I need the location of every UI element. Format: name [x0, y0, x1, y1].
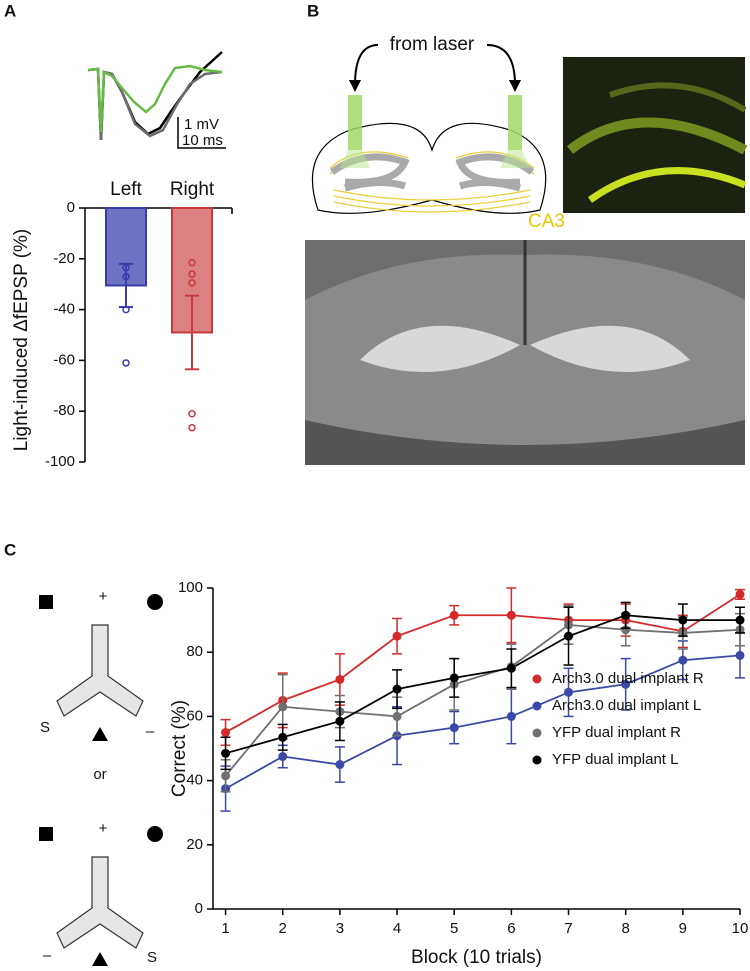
x-tick-label: 6	[507, 920, 515, 937]
marker	[278, 702, 288, 712]
scale-bar	[177, 117, 226, 149]
y-axis-label: Correct (%)	[169, 700, 190, 797]
y-tick-label: -80	[53, 402, 75, 419]
legend-marker	[532, 755, 542, 765]
series-line	[224, 623, 741, 777]
x-tick-label: 7	[564, 920, 572, 937]
maze-label: +	[99, 820, 108, 837]
traces	[87, 51, 223, 141]
marker	[678, 615, 688, 625]
marker	[506, 610, 516, 620]
y-tick-label: -100	[45, 453, 75, 470]
maze-label: S	[40, 719, 50, 736]
y-tick-label: 20	[186, 836, 203, 853]
maze-label: –	[43, 947, 52, 964]
marker	[392, 711, 402, 721]
maze-label: or	[93, 766, 106, 783]
marker	[449, 610, 459, 620]
marker	[621, 610, 631, 620]
marker	[278, 732, 288, 742]
x-tick-label: 3	[336, 920, 344, 937]
y-axis-label: Light-induced ΔfEPSP (%)	[11, 229, 32, 452]
legend-label: Arch3.0 dual implant R	[552, 670, 704, 687]
marker	[735, 615, 745, 625]
label: from laser	[390, 34, 475, 55]
marker	[678, 655, 688, 665]
y-tick-label: 80	[186, 643, 203, 660]
x-axis-label: Block (10 trials)	[411, 947, 542, 968]
marker	[392, 684, 402, 694]
series-line	[225, 614, 740, 755]
legend-label: Arch3.0 dual implant L	[552, 697, 701, 714]
marker	[335, 674, 345, 684]
marker	[335, 760, 345, 770]
marker	[506, 663, 516, 673]
marker	[449, 673, 459, 683]
legend-label: YFP dual implant L	[552, 751, 678, 768]
maze: + S – or + – S	[39, 588, 163, 966]
fluorescence-image	[563, 57, 748, 213]
legend-marker	[532, 701, 542, 711]
y-tick-label: -60	[53, 351, 75, 368]
y-tick-label: 60	[186, 707, 203, 724]
panel-letter: C	[4, 540, 16, 559]
y-tick-label: 40	[186, 772, 203, 789]
marker	[449, 723, 459, 733]
marker	[221, 727, 231, 737]
y-tick-label: -20	[53, 250, 75, 267]
x-tick-label: 8	[622, 920, 630, 937]
x-tick-label: 1	[221, 920, 229, 937]
panel-letter: B	[307, 1, 319, 20]
legend-label: YFP dual implant R	[552, 724, 681, 741]
x-tick-label: 2	[279, 920, 287, 937]
marker	[335, 716, 345, 726]
legend-marker	[532, 674, 542, 684]
y-tick-label: 0	[67, 199, 75, 216]
data-point	[188, 423, 196, 432]
y-tick-label: 100	[178, 579, 203, 596]
marker	[221, 771, 231, 781]
series-line	[225, 654, 741, 790]
y-tick-label: -40	[53, 301, 75, 318]
panel-letter: A	[4, 1, 16, 20]
marker	[564, 631, 574, 641]
y-tick-label: 0	[195, 900, 203, 917]
marker	[735, 650, 745, 660]
marker	[621, 679, 631, 689]
maze-label: +	[99, 588, 108, 605]
legend-marker	[532, 728, 542, 738]
maze-label: S	[147, 949, 157, 966]
scale-label: 10 ms	[182, 132, 223, 149]
marker	[735, 589, 745, 599]
marker	[221, 748, 231, 758]
data-point	[122, 359, 130, 367]
x-tick-label: 10	[732, 920, 749, 937]
data-point	[122, 272, 130, 281]
category-label: Left	[110, 179, 142, 200]
brain-slice	[305, 240, 745, 465]
data-point	[188, 258, 196, 267]
category-label: Right	[170, 179, 215, 200]
schematic: from laser CA3	[311, 34, 565, 232]
marker	[392, 631, 402, 641]
data-point	[122, 305, 130, 314]
marker	[278, 752, 288, 762]
data-point	[188, 270, 196, 278]
x-tick-label: 5	[450, 920, 458, 937]
scale-label: 1 mV	[184, 116, 219, 133]
data-point	[188, 279, 196, 287]
label: CA3	[528, 211, 565, 232]
marker	[506, 711, 516, 721]
data-point	[188, 409, 196, 418]
x-tick-label: 4	[393, 920, 401, 937]
data-point	[122, 263, 130, 272]
series-line	[225, 593, 741, 734]
maze-label: –	[146, 723, 155, 740]
x-tick-label: 9	[679, 920, 687, 937]
marker	[564, 687, 574, 697]
